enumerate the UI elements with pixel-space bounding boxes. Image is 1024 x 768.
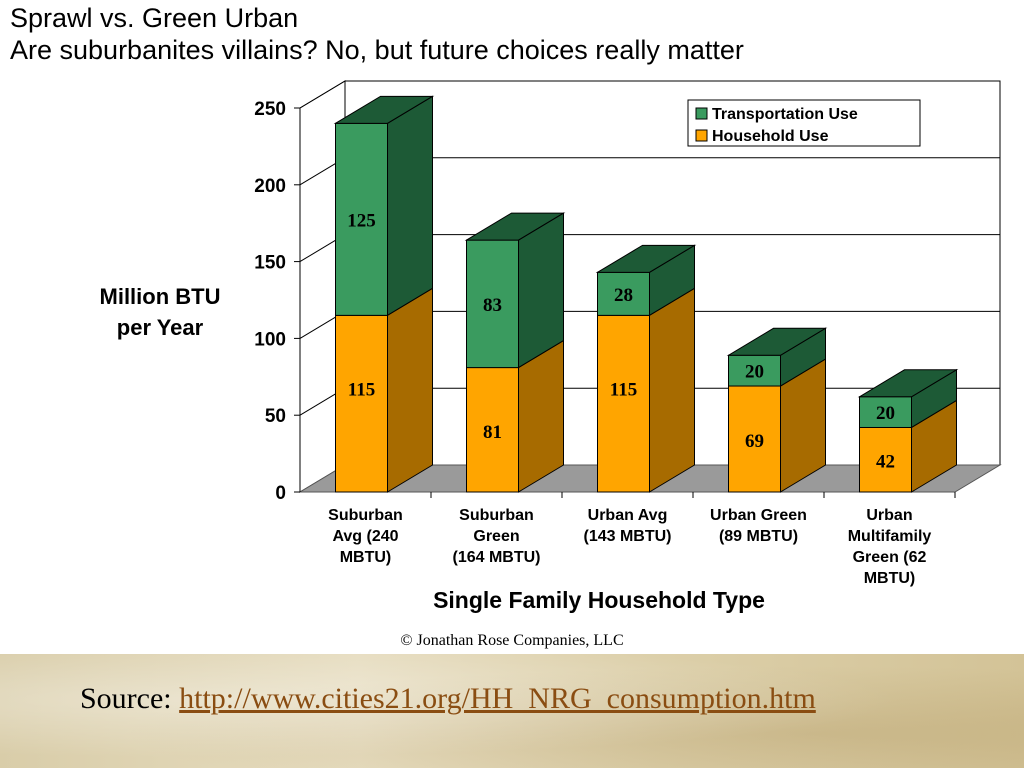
data-label-household: 69	[745, 431, 764, 452]
y-tick-label: 100	[254, 329, 286, 350]
y-axis-label: per Year	[117, 315, 204, 340]
x-tick-label: (164 MBTU)	[452, 549, 540, 566]
bar-household-front	[859, 426, 912, 493]
data-label-transport: 83	[483, 295, 502, 316]
y-tick-label: 200	[254, 176, 286, 197]
y-axis-label: Million BTU	[100, 284, 221, 309]
data-label-transport: 28	[614, 285, 633, 306]
data-label-transport: 20	[876, 403, 895, 424]
x-tick-label: Multifamily	[848, 528, 932, 545]
slide-title-line-1: Sprawl vs. Green Urban	[10, 3, 299, 33]
source-link[interactable]: http://www.cities21.org/HH_NRG_consumpti…	[179, 682, 816, 715]
stacked-bar-chart: 0 50 100 150 200 250 Million BTU per Year 115 125…	[100, 80, 1002, 613]
legend-swatch	[695, 129, 708, 142]
data-label-household: 42	[876, 452, 895, 473]
bar-household-front	[466, 367, 519, 493]
bar-transport-top	[464, 212, 566, 241]
y-tick-label: 50	[265, 406, 286, 427]
x-tick-label: Urban	[866, 507, 912, 524]
slide-title-line-2: Are suburbanites villains? No, but futur…	[10, 35, 744, 65]
x-tick-label: Suburban	[328, 507, 403, 524]
bar-transport-side	[387, 95, 433, 317]
x-tick-label: Urban Green	[710, 507, 807, 524]
x-tick-label: Suburban	[459, 507, 534, 524]
bar-transport-front	[335, 122, 388, 316]
x-tick-label: (143 MBTU)	[583, 528, 671, 545]
bar-transport-front	[597, 271, 650, 316]
data-label-household: 81	[483, 422, 502, 443]
source-line: Source: http://www.cities21.org/HH_NRG_c…	[80, 682, 816, 716]
y-tick-label: 0	[275, 483, 286, 504]
bar-transport-top	[857, 369, 959, 398]
data-label-household: 115	[610, 380, 637, 401]
bar-household-side	[387, 287, 433, 493]
bar-transport-top	[726, 327, 828, 356]
data-label-transport: 125	[347, 210, 376, 231]
x-tick-label: Avg (240	[332, 528, 398, 545]
bar-transport-front	[728, 354, 781, 387]
data-label-transport: 20	[745, 362, 764, 383]
bar-household-front	[597, 314, 650, 493]
copyright-text: © Jonathan Rose Companies, LLC	[400, 632, 624, 649]
footer-band	[0, 654, 1024, 768]
legend-swatch	[695, 107, 708, 120]
x-tick-label: Green (62	[853, 549, 927, 566]
gridline-side	[299, 80, 346, 109]
y-tick-label: 150	[254, 253, 286, 274]
bar-transport-top	[333, 95, 435, 124]
legend-label: Household Use	[712, 128, 829, 145]
x-tick-label: (89 MBTU)	[719, 528, 798, 545]
x-tick-label: MBTU)	[864, 570, 916, 587]
bar-household-front	[335, 314, 388, 493]
source-label: Source:	[80, 682, 180, 715]
bar-transport-front	[466, 239, 519, 369]
x-tick-label: Green	[473, 528, 519, 545]
y-tick-label: 250	[254, 99, 286, 120]
data-label-household: 115	[348, 380, 375, 401]
bar-household-side	[649, 287, 695, 493]
x-tick-label: Urban Avg	[588, 507, 668, 524]
legend-box	[687, 99, 921, 147]
bar-transport-top	[595, 244, 697, 273]
x-tick-label: MBTU)	[340, 549, 392, 566]
legend-label: Transportation Use	[712, 106, 858, 123]
x-axis-label: Single Family Household Type	[433, 587, 765, 613]
slide-title: Sprawl vs. Green Urban Are suburbanites …	[10, 2, 744, 66]
